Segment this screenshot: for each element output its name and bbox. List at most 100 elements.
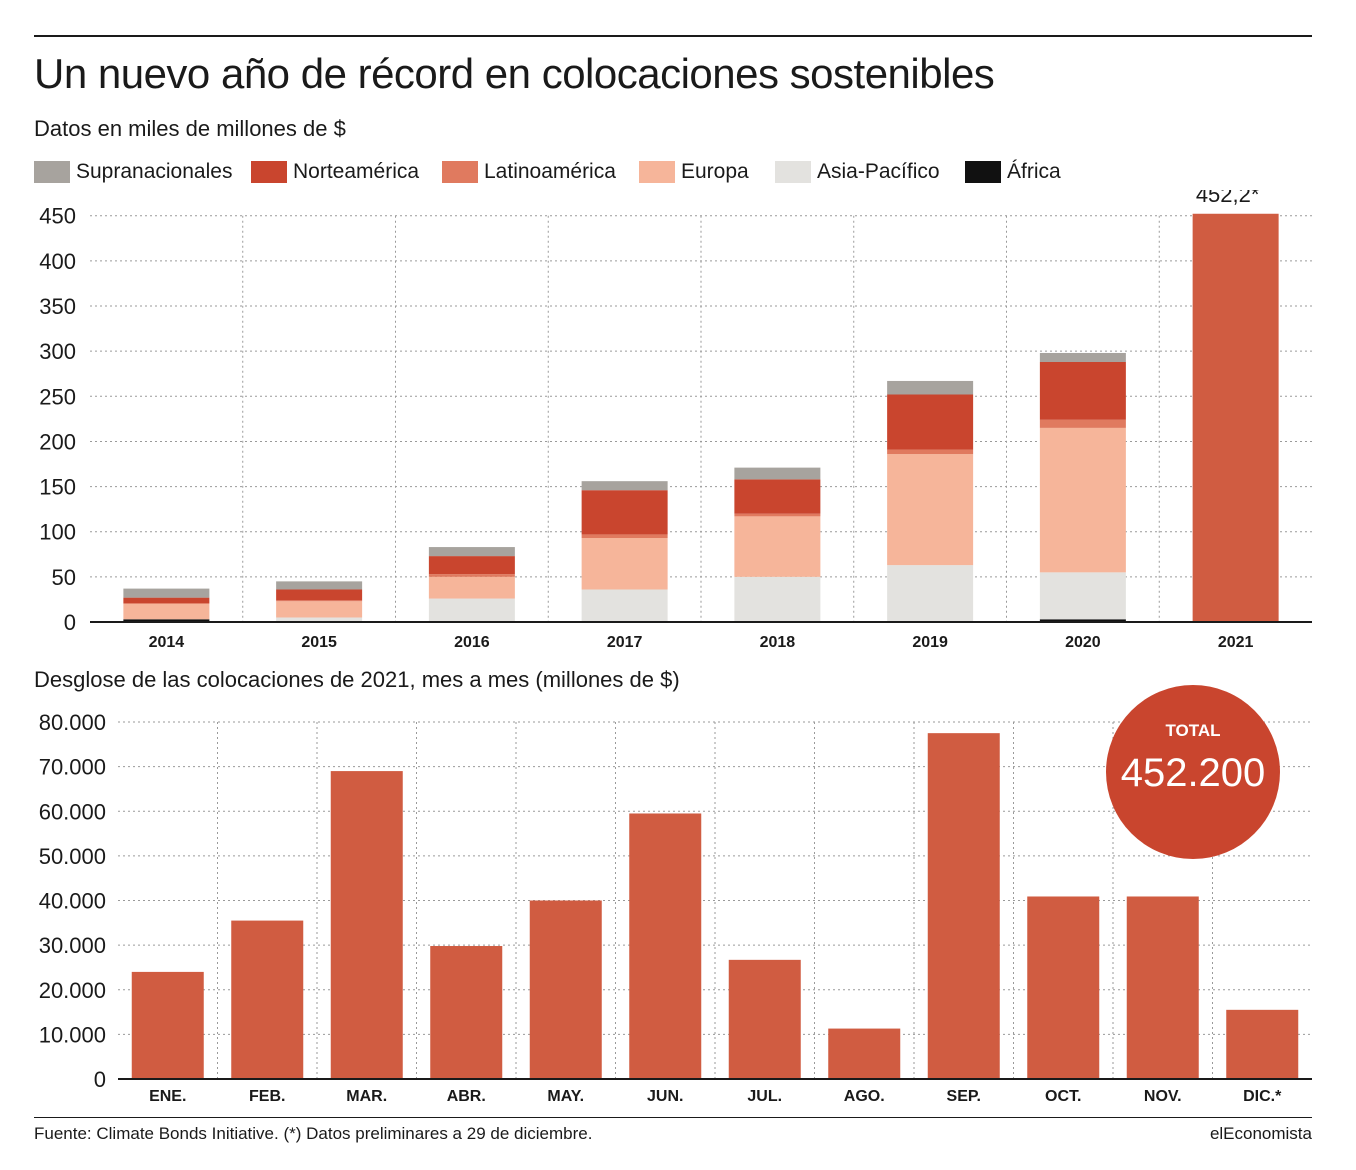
bar-total-2021 [1192, 213, 1279, 622]
y-tick-label: 60.000 [39, 799, 106, 824]
x-tick-label-2015: 2015 [301, 634, 337, 651]
bar-segment-asia-pacifico-2017 [581, 589, 668, 622]
total-badge-label: TOTAL [1165, 721, 1221, 740]
x-tick-label-dic: DIC.* [1243, 1088, 1282, 1105]
x-tick-label-2021: 2021 [1218, 634, 1254, 651]
annual-stacked-bar-chart: 0 50 100 150 200 250 300 350 400 450 2014 2015 2016 2… [39, 190, 1312, 651]
bar-segment-latinoamerica-2020 [1039, 419, 1126, 428]
legend-item-supranacionales: Supranacionales [34, 158, 232, 186]
legend-item-africa: África [965, 158, 1061, 186]
y-tick-label: 450 [39, 204, 76, 229]
bar-segment-asia-pacifico-2015 [276, 617, 363, 622]
x-tick-label-nov: NOV. [1144, 1088, 1182, 1105]
bar-segment-europa-2014 [123, 603, 210, 620]
legend-label-supranacionales: Supranacionales [76, 160, 233, 183]
y-tick-label: 350 [39, 294, 76, 319]
legend-label-latinoamerica: Latinoamérica [484, 160, 616, 183]
footer-rule [34, 1117, 1312, 1118]
bar-segment-norteamerica-2016 [428, 556, 515, 575]
bar-segment-asia-pacifico-2020 [1039, 572, 1126, 620]
y-tick-label: 100 [39, 520, 76, 545]
legend-label-norteamerica: Norteamérica [293, 160, 420, 183]
legend-item-norteamerica: Norteamérica [251, 158, 419, 186]
bar-segment-africa-2014 [123, 619, 210, 622]
bar-segment-norteamerica-2015 [276, 589, 363, 601]
bar-sep [927, 733, 1000, 1079]
bar-segment-latinoamerica-2019 [887, 449, 974, 455]
legend-item-latinoamerica: Latinoamérica [442, 158, 616, 186]
legend-swatch-asia-pacifico [775, 161, 811, 183]
bar-jul [728, 959, 801, 1079]
bar-segment-europa-2015 [276, 601, 363, 618]
legend-swatch-norteamerica [251, 161, 287, 183]
y-tick-label: 80.000 [39, 710, 106, 735]
x-tick-label-abr: ABR. [447, 1088, 486, 1105]
bar-segment-norteamerica-2020 [1039, 361, 1126, 420]
y-tick-label: 20.000 [39, 978, 106, 1003]
bar-segment-supranacionales-2020 [1039, 352, 1126, 362]
total-badge: TOTAL 452.200 [1106, 685, 1280, 859]
y-tick-label: 150 [39, 475, 76, 500]
legend-swatch-latinoamerica [442, 161, 478, 183]
bar-segment-europa-2020 [1039, 427, 1126, 573]
data-label-2021: 452,2* [1196, 190, 1260, 207]
y-tick-label: 400 [39, 249, 76, 274]
x-tick-label-2019: 2019 [912, 634, 948, 651]
y-tick-label: 70.000 [39, 755, 106, 780]
x-tick-label-feb: FEB. [249, 1088, 285, 1105]
x-tick-label-ene: ENE. [149, 1088, 186, 1105]
bar-segment-norteamerica-2014 [123, 597, 210, 604]
x-tick-label-2014: 2014 [149, 634, 185, 651]
x-tick-label-2016: 2016 [454, 634, 490, 651]
bar-segment-asia-pacifico-2018 [734, 576, 821, 622]
legend-item-asia-pacifico: Asia-Pacífico [775, 158, 940, 186]
legend-swatch-supranacionales [34, 161, 70, 183]
legend-label-europa: Europa [681, 160, 749, 183]
x-tick-label-mar: MAR. [346, 1088, 387, 1105]
chart-title: Un nuevo año de récord en colocaciones s… [34, 50, 995, 97]
legend-label-asia-pacifico: Asia-Pacífico [817, 160, 940, 183]
legend-item-europa: Europa [639, 158, 749, 186]
bar-segment-supranacionales-2016 [428, 547, 515, 557]
bar-segment-norteamerica-2019 [887, 394, 974, 450]
y-tick-label: 300 [39, 339, 76, 364]
y-tick-label: 50.000 [39, 844, 106, 869]
y-tick-label: 10.000 [39, 1022, 106, 1047]
bar-segment-supranacionales-2018 [734, 467, 821, 480]
legend-swatch-europa [639, 161, 675, 183]
x-tick-label-2018: 2018 [760, 634, 796, 651]
bar-abr [430, 946, 503, 1079]
y-tick-label: 30.000 [39, 933, 106, 958]
x-tick-label-sep: SEP. [947, 1088, 981, 1105]
y-tick-label: 40.000 [39, 889, 106, 914]
x-tick-label-jul: JUL. [747, 1088, 782, 1105]
bar-ago [828, 1028, 901, 1079]
bar-segment-europa-2017 [581, 538, 668, 590]
legend-swatch-africa [965, 161, 1001, 183]
x-tick-label-jun: JUN. [647, 1088, 683, 1105]
bar-segment-latinoamerica-2018 [734, 513, 821, 517]
bar-segment-europa-2018 [734, 516, 821, 577]
bar-segment-europa-2016 [428, 576, 515, 599]
bar-segment-asia-pacifico-2019 [887, 565, 974, 622]
bar-segment-latinoamerica-2016 [428, 574, 515, 577]
bar-may [529, 900, 602, 1079]
bar-segment-norteamerica-2018 [734, 479, 821, 514]
bar-dic [1226, 1009, 1299, 1079]
bar-segment-latinoamerica-2014 [123, 603, 210, 604]
bar-segment-supranacionales-2014 [123, 588, 210, 598]
bar-segment-supranacionales-2017 [581, 481, 668, 491]
source-note: Fuente: Climate Bonds Initiative. (*) Da… [34, 1124, 593, 1143]
x-tick-label-ago: AGO. [844, 1088, 885, 1105]
monthly-chart-title: Desglose de las colocaciones de 2021, me… [34, 667, 680, 692]
x-tick-label-oct: OCT. [1045, 1088, 1081, 1105]
bar-segment-norteamerica-2017 [581, 490, 668, 535]
bar-segment-europa-2019 [887, 454, 974, 566]
bar-feb [231, 920, 304, 1079]
y-tick-label: 0 [94, 1067, 106, 1092]
bar-segment-latinoamerica-2015 [276, 600, 363, 602]
bar-segment-supranacionales-2019 [887, 380, 974, 395]
brand-credit: elEconomista [1209, 1124, 1312, 1143]
y-tick-label: 50 [52, 565, 76, 590]
legend: Supranacionales Norteamérica Latinoaméri… [34, 158, 1234, 186]
